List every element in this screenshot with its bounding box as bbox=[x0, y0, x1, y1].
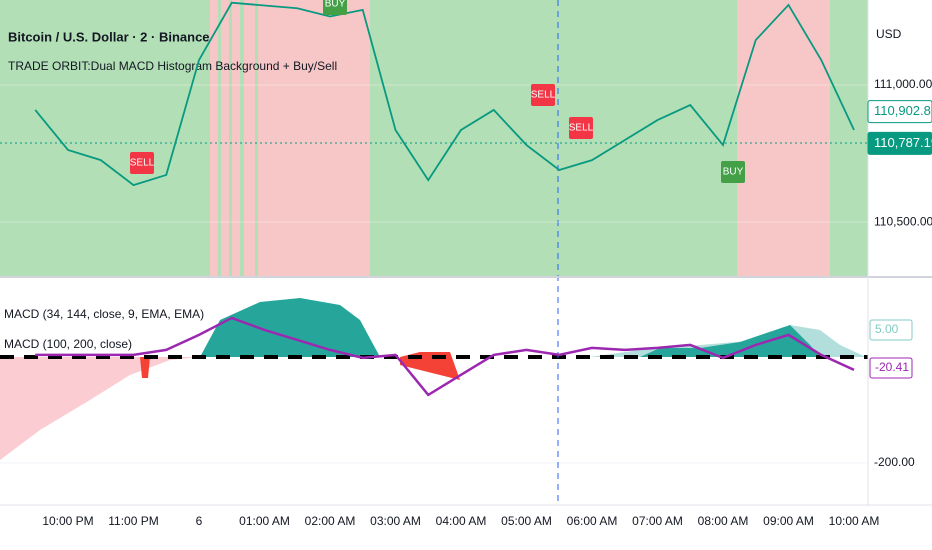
x-tick-label: 03:00 AM bbox=[370, 514, 421, 528]
signal-box bbox=[130, 152, 154, 174]
x-tick-label: 6 bbox=[196, 514, 203, 528]
series-line bbox=[34, 1, 855, 187]
signal-label: SELL bbox=[531, 90, 556, 101]
x-tick-label: 05:00 AM bbox=[501, 514, 552, 528]
y-tick-label: 111,000.00 bbox=[874, 77, 932, 91]
chart-title: Bitcoin / U.S. Dollar · 2 · Binance bbox=[8, 29, 210, 44]
price-badge bbox=[867, 131, 932, 155]
x-tick-label: 10:00 PM bbox=[42, 514, 93, 528]
x-tick-label: 07:00 AM bbox=[632, 514, 683, 528]
currency-label: USD bbox=[876, 27, 902, 41]
x-tick-label: 04:00 AM bbox=[436, 514, 487, 528]
indicator-label: MACD (100, 200, close) bbox=[4, 337, 132, 351]
price-badge-label: 110,787.19 bbox=[874, 135, 932, 150]
x-tick-label: 08:00 AM bbox=[698, 514, 749, 528]
macd-histogram bbox=[0, 298, 866, 460]
indicator-title: TRADE ORBIT:Dual MACD Histogram Backgrou… bbox=[8, 59, 337, 73]
x-tick-label: 01:00 AM bbox=[239, 514, 290, 528]
x-tick-label: 09:00 AM bbox=[763, 514, 814, 528]
macd-badge-label: -20.41 bbox=[875, 360, 909, 374]
x-tick-label: 02:00 AM bbox=[305, 514, 356, 528]
series-line bbox=[35, 316, 855, 397]
x-tick-label: 11:00 PM bbox=[108, 514, 158, 528]
macd-badge bbox=[869, 319, 913, 341]
signal-box bbox=[531, 84, 555, 106]
signal-label: BUY bbox=[723, 167, 744, 178]
y2-tick-label: -200.00 bbox=[874, 455, 915, 469]
signal-label: BUY bbox=[325, 0, 346, 10]
x-tick-label: 10:00 AM bbox=[829, 514, 880, 528]
signal-label: SELL bbox=[569, 123, 594, 134]
signal-label: SELL bbox=[130, 158, 155, 169]
legend-entry: MACD (34, 144, close, 9, EMA, EMA) bbox=[4, 307, 204, 321]
signal-box bbox=[569, 117, 593, 139]
signal-box bbox=[323, 0, 347, 15]
x-tick-label: 06:00 AM bbox=[567, 514, 618, 528]
price-badge bbox=[867, 100, 932, 124]
macd-badge bbox=[869, 357, 913, 379]
signal-box bbox=[721, 161, 745, 183]
price-badge-label: 110,902.82 bbox=[874, 103, 932, 118]
y-tick-label: 110,500.00 bbox=[874, 214, 932, 228]
signal-background bbox=[0, 0, 868, 276]
macd-badge-label: 5.00 bbox=[875, 322, 899, 336]
